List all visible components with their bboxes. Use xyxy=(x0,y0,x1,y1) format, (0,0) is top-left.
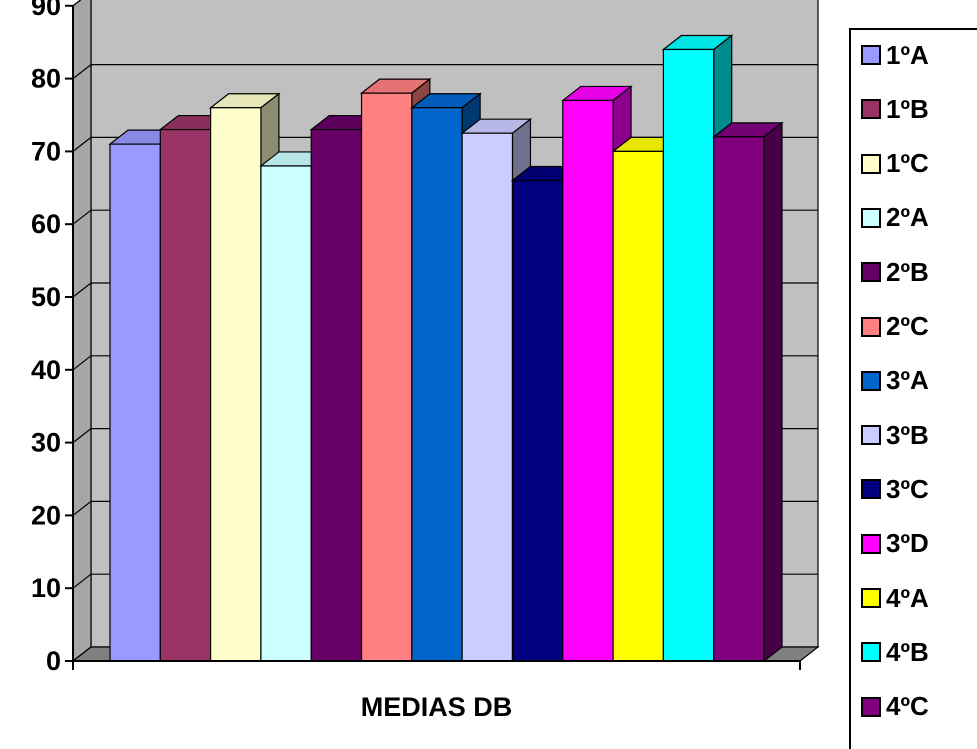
gridline-side xyxy=(72,0,82,7)
legend-label: 2ºA xyxy=(886,202,929,233)
axes xyxy=(72,5,801,670)
bar xyxy=(662,48,715,662)
legend-item: 2ºA xyxy=(861,202,929,233)
bar xyxy=(109,143,161,662)
gridline-side xyxy=(72,573,92,589)
y-tick-label: 20 xyxy=(31,500,61,530)
gridline-side xyxy=(72,64,92,80)
bar xyxy=(511,179,564,662)
gridline-side xyxy=(72,355,92,371)
y-ticks: 0 10 20 30 40 50 60 70 80 90 xyxy=(31,0,73,676)
legend-item: 4ºA xyxy=(861,583,929,613)
y-tick-label: 90 xyxy=(31,0,61,21)
legend-swatch xyxy=(861,153,881,174)
legend-label: 4ºC xyxy=(886,691,929,722)
legend-label: 2ºB xyxy=(886,256,929,287)
legend-swatch xyxy=(861,45,881,65)
x-category-label: MEDIAS DB xyxy=(361,692,513,722)
y-tick-label: 70 xyxy=(31,136,61,166)
legend-item: 2ºC xyxy=(861,311,929,342)
bar xyxy=(310,128,363,662)
y-tick-label: 0 xyxy=(46,646,61,676)
legend-swatch xyxy=(861,316,881,337)
legend-swatch xyxy=(861,696,881,717)
bar xyxy=(562,99,614,662)
bar xyxy=(411,107,463,662)
legend-item: 1ºB xyxy=(861,94,929,124)
legend-label: 4ºB xyxy=(886,636,929,667)
legend-item: 4ºC xyxy=(861,691,929,722)
legend-swatch xyxy=(861,533,881,554)
legend-item: 1ºC xyxy=(861,148,929,179)
bar xyxy=(260,165,312,662)
legend-swatch xyxy=(861,262,881,283)
bar-4ºC xyxy=(711,121,784,663)
legend-label: 1ºA xyxy=(886,39,929,70)
legend-swatch xyxy=(861,479,881,500)
bar xyxy=(461,132,514,662)
legend-label: 3ºC xyxy=(886,473,929,504)
y-tick-label: 60 xyxy=(31,209,61,239)
bar-side xyxy=(763,121,783,663)
side-wall xyxy=(72,0,92,663)
legend-swatch xyxy=(861,370,881,391)
legend-label: 1ºC xyxy=(886,148,929,179)
gridline-side xyxy=(72,136,92,152)
legend-item: 3ºC xyxy=(861,474,929,504)
gridline-side xyxy=(72,282,92,298)
bar xyxy=(360,92,413,662)
y-tick-label: 30 xyxy=(31,428,61,458)
bar xyxy=(713,136,765,662)
legend-swatch xyxy=(861,642,881,663)
legend-item: 1ºA xyxy=(861,40,929,70)
legend: 1ºA 1ºB 1ºC 2ºA 2ºB 2ºC 3ºA 3ºB 3ºC 3ºD 4ºA 4ºB 4ºC xyxy=(849,28,977,749)
legend-label: 1ºB xyxy=(886,93,929,124)
legend-label: 3ºD xyxy=(886,528,929,559)
y-tick-label: 40 xyxy=(31,355,61,385)
legend-label: 4ºA xyxy=(886,582,929,613)
gridline-side xyxy=(72,428,92,444)
bar xyxy=(612,150,664,662)
legend-label: 3ºB xyxy=(886,419,929,450)
legend-item: 3ºA xyxy=(861,365,929,396)
legend-item: 2ºB xyxy=(861,257,929,287)
bar xyxy=(159,128,212,662)
y-tick-label: 80 xyxy=(31,64,61,94)
bars xyxy=(108,34,784,663)
x-category-labels: MEDIAS DB xyxy=(361,692,513,722)
gridline-side xyxy=(72,209,92,225)
legend-swatch xyxy=(861,588,881,608)
legend-swatch xyxy=(861,425,881,446)
legend-swatch xyxy=(861,99,881,120)
legend-swatch xyxy=(861,207,881,228)
legend-item: 4ºB xyxy=(861,637,929,667)
y-tick-label: 50 xyxy=(31,282,61,312)
legend-label: 2ºC xyxy=(886,311,929,341)
gridline-side xyxy=(72,500,92,516)
legend-label: 3ºA xyxy=(886,365,929,396)
legend-item: 3ºB xyxy=(861,420,929,450)
y-tick-label: 10 xyxy=(31,573,61,603)
bar xyxy=(210,107,262,662)
legend-item: 3ºD xyxy=(861,528,929,559)
